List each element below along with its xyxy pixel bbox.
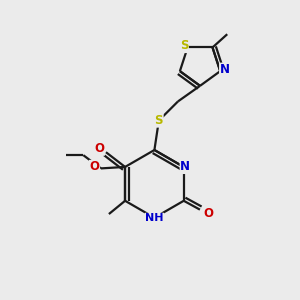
Text: O: O bbox=[203, 207, 213, 220]
Text: N: N bbox=[220, 63, 230, 76]
Text: O: O bbox=[94, 142, 104, 155]
Text: NH: NH bbox=[145, 213, 164, 223]
Text: S: S bbox=[154, 114, 163, 127]
Text: N: N bbox=[180, 160, 190, 173]
Text: O: O bbox=[89, 160, 100, 173]
Text: S: S bbox=[180, 40, 188, 52]
